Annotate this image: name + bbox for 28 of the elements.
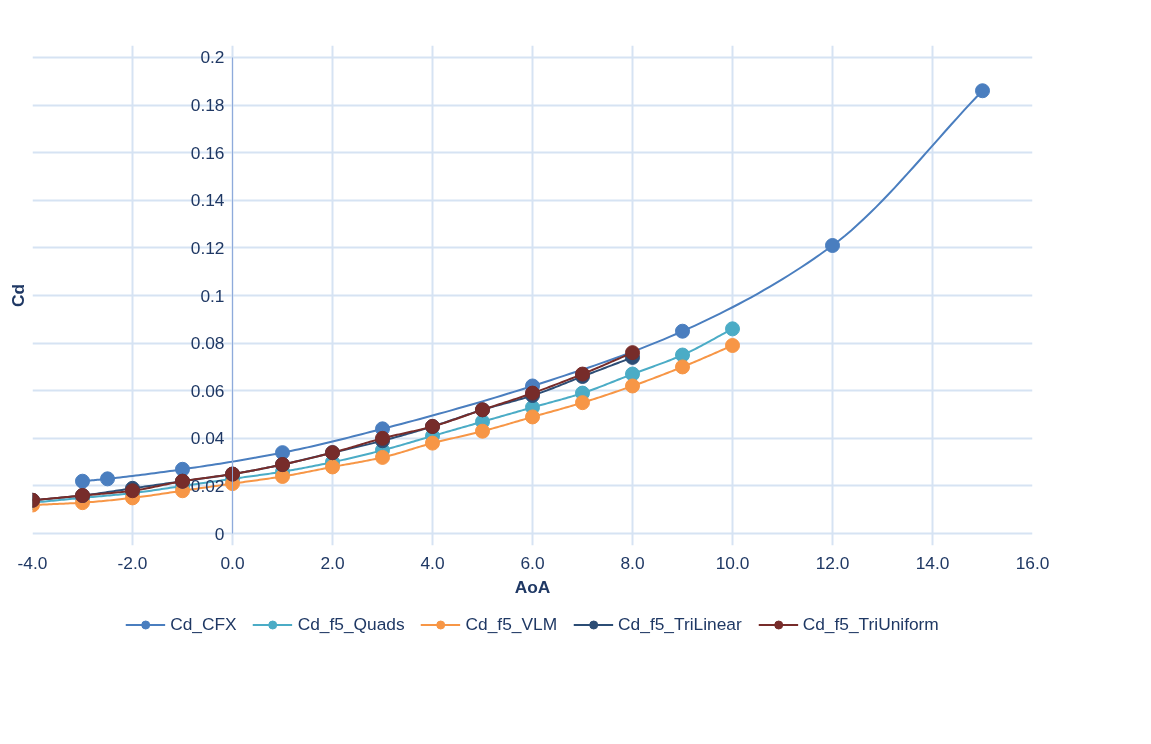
- legend-label: Cd_f5_VLM: [465, 613, 558, 635]
- x-tick-label: 4.0: [420, 552, 445, 573]
- legend-label: Cd_f5_TriLinear: [618, 613, 742, 635]
- y-tick-label: 0.2: [200, 47, 225, 68]
- y-tick-label: 0: [214, 523, 225, 544]
- x-tick-label: 10.0: [715, 552, 750, 573]
- y-axis-title: Cd: [7, 283, 28, 308]
- y-tick-label: 0.14: [190, 190, 225, 211]
- y-tick-label: 0.06: [190, 380, 225, 401]
- x-tick-label: 14.0: [915, 552, 950, 573]
- x-tick-label: 0.0: [220, 552, 245, 573]
- x-tick-label: 8.0: [620, 552, 645, 573]
- y-tick-label: 0.16: [190, 142, 225, 163]
- x-tick-label: -2.0: [117, 552, 148, 573]
- x-tick-label: 2.0: [320, 552, 345, 573]
- legend-label: Cd_f5_Quads: [297, 613, 405, 635]
- y-tick-label: 0.18: [190, 95, 225, 116]
- x-tick-label: -4.0: [17, 552, 48, 573]
- y-tick-label: 0.08: [190, 333, 225, 354]
- x-tick-label: 16.0: [1015, 552, 1050, 573]
- legend-label: Cd_CFX: [170, 613, 237, 635]
- legend-label: Cd_f5_TriUniform: [802, 613, 939, 635]
- y-tick-label: 0.1: [200, 285, 225, 306]
- x-tick-label: 6.0: [520, 552, 545, 573]
- x-axis-title: AoA: [514, 576, 551, 597]
- y-tick-label: 0.12: [190, 237, 225, 258]
- y-tick-label: 0.04: [190, 428, 225, 449]
- x-tick-label: 12.0: [815, 552, 850, 573]
